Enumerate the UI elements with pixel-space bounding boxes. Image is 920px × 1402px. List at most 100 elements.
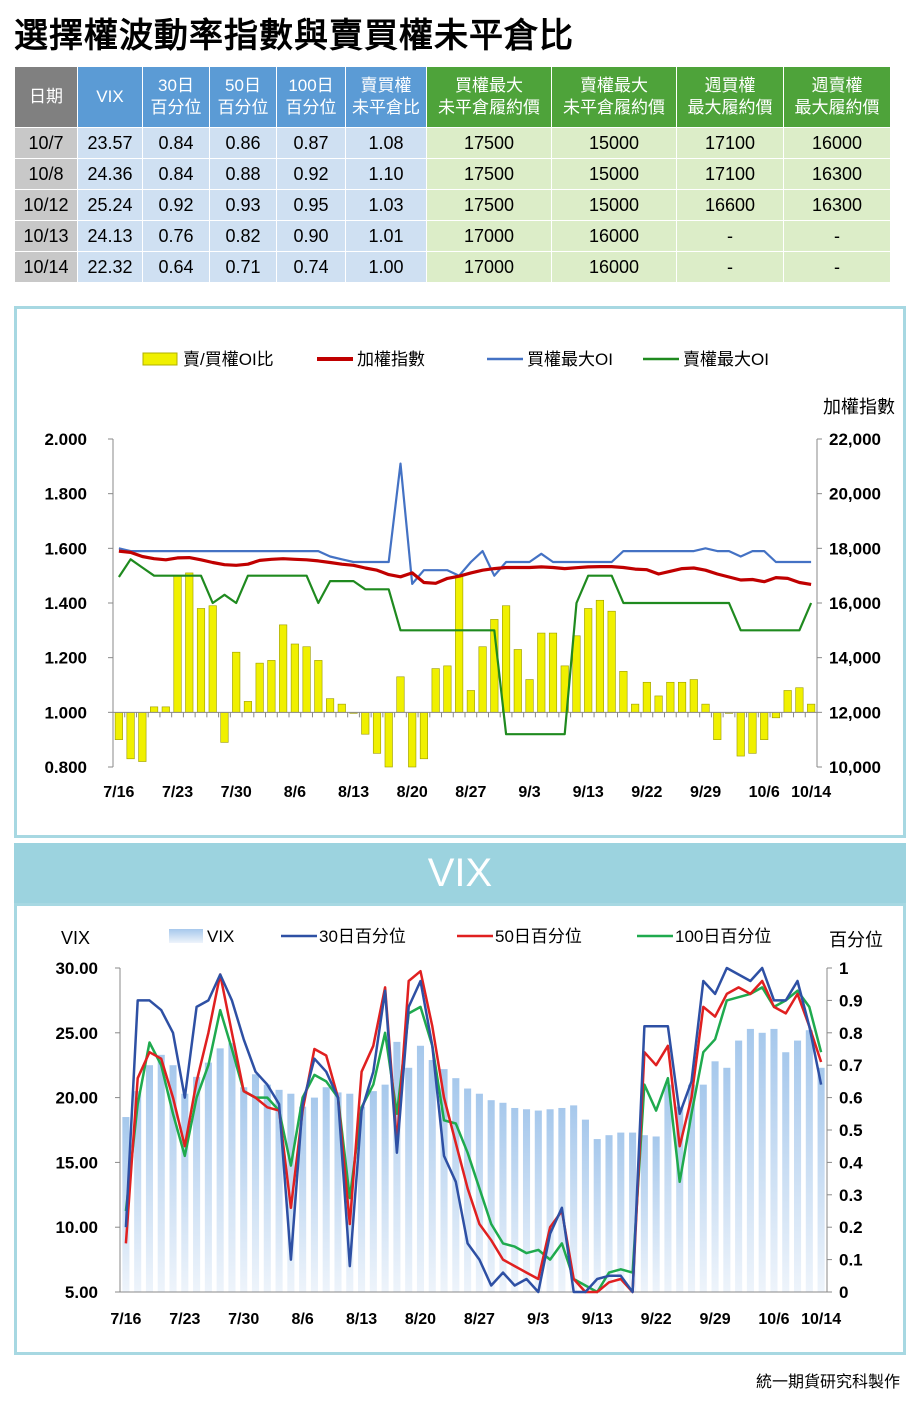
- x-tick-label: 9/29: [690, 784, 721, 801]
- y-tick-label: 5.00: [65, 1283, 98, 1302]
- ratio-bar: [584, 608, 593, 713]
- table-cell: 10/8: [14, 158, 78, 190]
- y2-tick-label: 0.9: [839, 991, 863, 1010]
- table-cell: 25.24: [77, 189, 143, 221]
- ratio-bar: [126, 712, 135, 760]
- vix-bar: [735, 1040, 743, 1292]
- ratio-bar: [513, 649, 522, 713]
- y2-tick-label: 22,000: [829, 430, 881, 449]
- x-tick-label: 10/6: [758, 1311, 789, 1328]
- ratio-bar: [713, 712, 722, 740]
- table-cell: -: [783, 251, 891, 283]
- ratio-bar: [807, 703, 816, 713]
- y-tick-label: 1.800: [44, 485, 87, 504]
- vix-bar: [746, 1028, 754, 1292]
- vix-bar: [711, 1061, 719, 1292]
- y-tick-label: 1.400: [44, 594, 87, 613]
- ratio-bar: [150, 706, 159, 713]
- x-tick-label: 8/20: [405, 1311, 436, 1328]
- vix-bar: [593, 1139, 601, 1292]
- summary-table: 日期 VIX 30日 百分位 50日 百分位 100日 百分位 賣買權 未平倉比 買權最…: [14, 66, 891, 283]
- vix-bar: [487, 1100, 495, 1292]
- header-put-max: 賣權最大 未平倉履約價: [551, 66, 677, 128]
- vix-bar: [240, 1087, 248, 1292]
- header-p30: 30日 百分位: [142, 66, 210, 128]
- table-cell: 24.13: [77, 220, 143, 252]
- y2-axis-label: 加權指數: [823, 397, 895, 417]
- ratio-bar: [631, 703, 640, 713]
- table-cell: 1.03: [345, 189, 427, 221]
- y-tick-label: 2.000: [44, 430, 87, 449]
- y2-tick-label: 0.5: [839, 1121, 863, 1140]
- legend-label: VIX: [207, 927, 234, 946]
- x-tick-label: 9/22: [631, 784, 662, 801]
- vix-bar: [652, 1136, 660, 1292]
- x-tick-label: 9/22: [641, 1311, 672, 1328]
- y2-tick-label: 20,000: [829, 485, 881, 504]
- ratio-bar: [161, 706, 170, 713]
- header-call-max: 買權最大 未平倉履約價: [426, 66, 552, 128]
- p30-line: [124, 966, 823, 1294]
- page-title: 選擇權波動率指數與賣買權未平倉比: [14, 16, 574, 56]
- x-tick-label: 8/13: [346, 1311, 377, 1328]
- vix-bar: [440, 1069, 448, 1292]
- table-cell: 0.86: [209, 127, 277, 159]
- header-pc-ratio: 賣買權 未平倉比: [345, 66, 427, 128]
- x-tick-label: 7/30: [221, 784, 252, 801]
- y-tick-label: 25.00: [55, 1024, 98, 1043]
- oi-ratio-chart: 賣/買權OI比 加權指數 買權最大OI 賣權最大OI加權指數0.8001.0001.2…: [44, 350, 895, 801]
- y2-tick-label: 0.6: [839, 1089, 863, 1108]
- table-row: 10/13 24.13 0.76 0.82 0.90 1.01 17000 16000- -: [14, 220, 891, 252]
- table-cell: 17500: [426, 127, 552, 159]
- legend-label: 買權最大OI: [527, 350, 613, 369]
- y2-tick-label: 14,000: [829, 649, 881, 668]
- vix-bar: [475, 1093, 483, 1292]
- ratio-bar: [267, 660, 276, 713]
- ratio-bar: [537, 632, 546, 713]
- x-tick-label: 10/14: [801, 1311, 841, 1328]
- ratio-bar: [243, 701, 252, 713]
- legend-label: 賣/買權OI比: [183, 350, 274, 369]
- vix-bar: [664, 1084, 672, 1292]
- y-tick-label: 10.00: [55, 1218, 98, 1237]
- table-cell: 16300: [783, 158, 891, 190]
- table-cell: 17000: [426, 251, 552, 283]
- ratio-bar: [478, 646, 487, 713]
- vix-bar: [287, 1093, 295, 1292]
- vix-bar: [145, 1065, 153, 1292]
- table-cell: 17100: [676, 158, 784, 190]
- ratio-bar: [748, 712, 757, 754]
- y-tick-label: 20.00: [55, 1089, 98, 1108]
- table-cell: -: [783, 220, 891, 252]
- header-weekly-call: 週買權 最大履約價: [676, 66, 784, 128]
- y2-tick-label: 0: [839, 1283, 848, 1302]
- x-tick-label: 7/23: [169, 1311, 200, 1328]
- taiex-line: [118, 549, 812, 586]
- vix-bar: [369, 1091, 377, 1292]
- table-cell: 0.90: [276, 220, 346, 252]
- ratio-bar: [654, 695, 663, 713]
- table-cell: 23.57: [77, 127, 143, 159]
- ratio-bar: [548, 632, 558, 713]
- table-cell: 0.82: [209, 220, 277, 252]
- vix-bar: [782, 1052, 790, 1292]
- y2-tick-label: 0.3: [839, 1186, 863, 1205]
- ratio-bar: [396, 676, 405, 713]
- legend-swatch-vix: [169, 929, 203, 943]
- x-tick-label: 8/13: [338, 784, 369, 801]
- vix-bar: [723, 1067, 731, 1292]
- table-cell: 0.88: [209, 158, 277, 190]
- y2-axis-label: 百分位: [829, 930, 883, 950]
- header-p100: 100日 百分位: [276, 66, 346, 128]
- legend-label: 加權指數: [357, 350, 425, 369]
- x-tick-label: 10/6: [749, 784, 780, 801]
- ratio-bar: [279, 624, 288, 713]
- vix-bar: [169, 1065, 177, 1292]
- x-tick-label: 8/27: [455, 784, 486, 801]
- y-tick-label: 0.800: [44, 758, 87, 777]
- y2-tick-label: 12,000: [829, 703, 881, 722]
- ratio-bar: [642, 681, 651, 713]
- table-cell: 16300: [783, 189, 891, 221]
- ratio-bar: [760, 712, 769, 740]
- ratio-bar: [196, 608, 206, 713]
